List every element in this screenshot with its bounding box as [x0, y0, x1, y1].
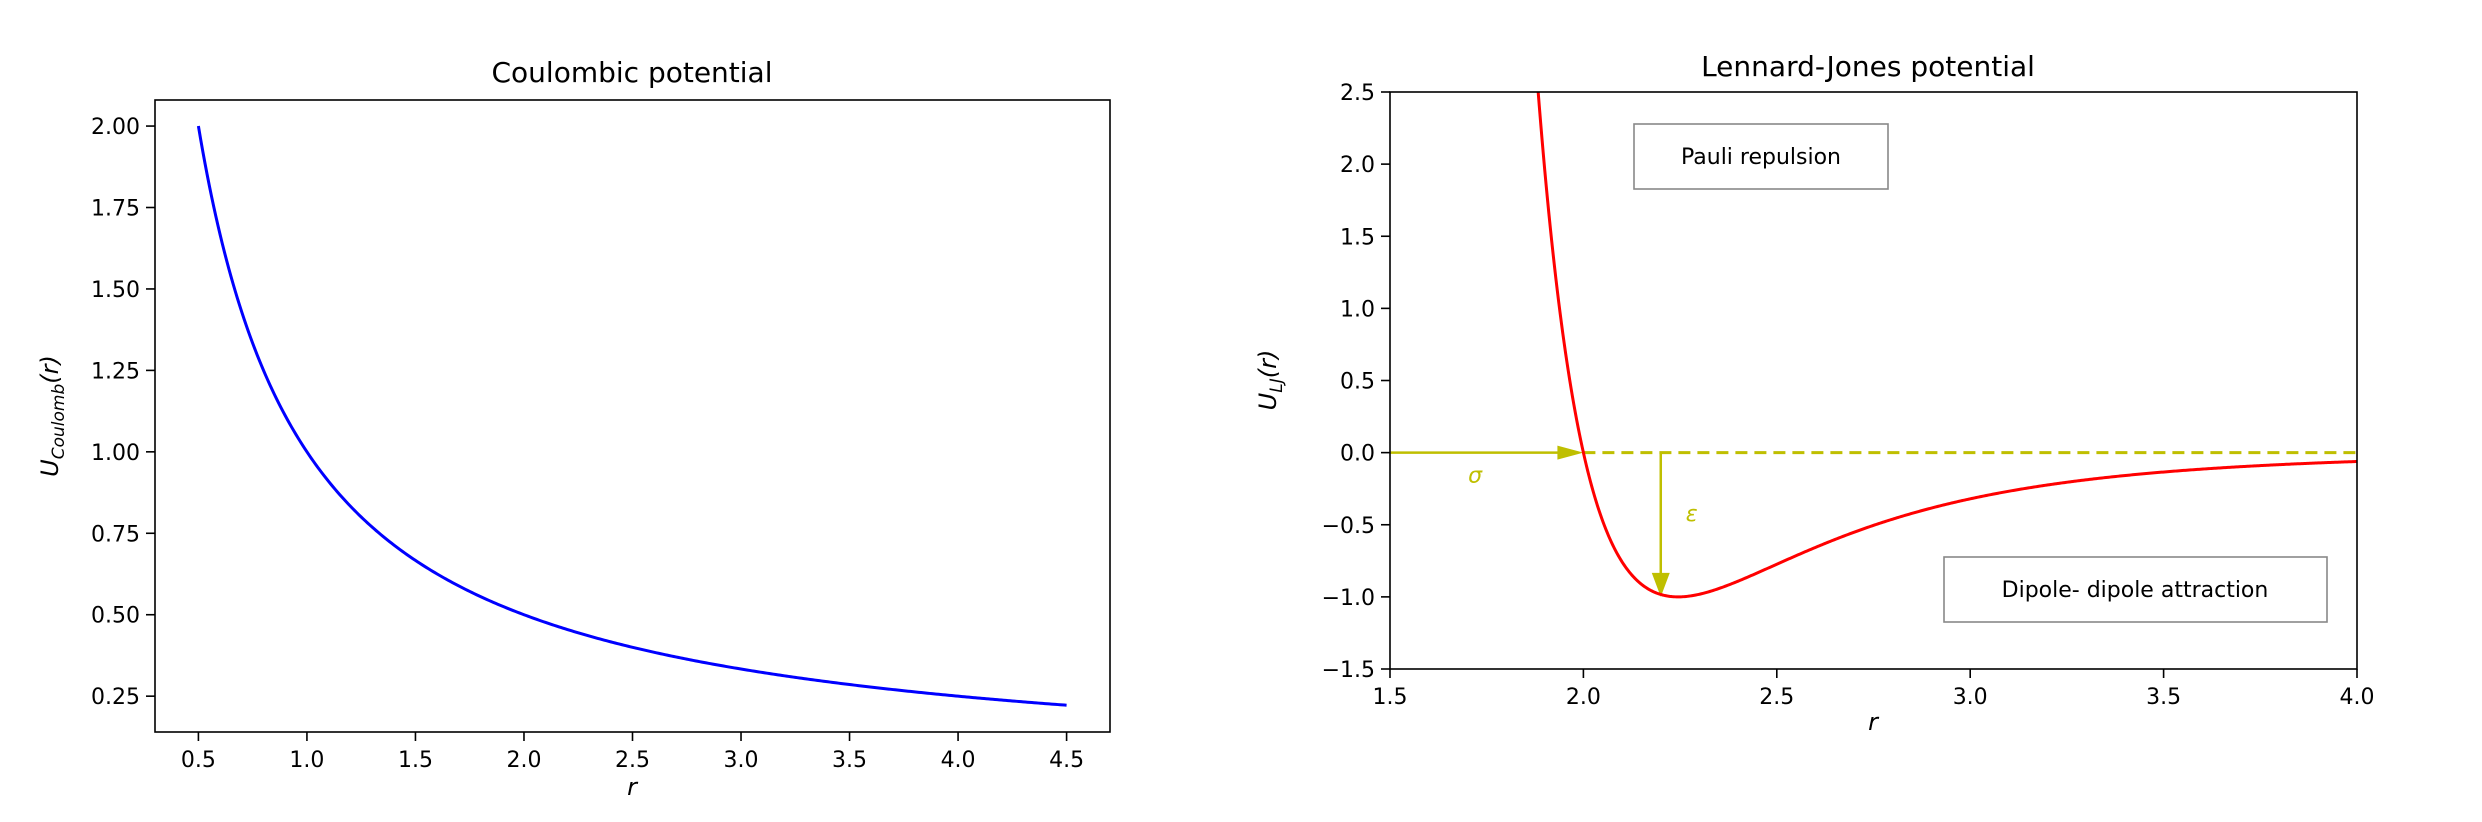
lj-curve — [1536, 92, 2357, 599]
x-tick-label: 4.5 — [1049, 748, 1084, 773]
y-tick-label: 0.5 — [1340, 370, 1375, 395]
coulomb-y-label: UCoulomb(r) — [36, 355, 69, 477]
y-tick-label: −1.0 — [1322, 586, 1375, 611]
x-tick-label: 2.5 — [1759, 685, 1794, 710]
y-tick-label: 1.0 — [1340, 297, 1375, 322]
lj-y-label: ULJ(r) — [1254, 350, 1287, 411]
y-tick-label: 1.75 — [91, 197, 140, 222]
pauli-box-text: Pauli repulsion — [1681, 145, 1841, 170]
coulomb-x-label: r — [627, 773, 639, 801]
y-tick-label: 2.5 — [1340, 81, 1375, 106]
x-tick-label: 1.0 — [289, 748, 324, 773]
coulomb-chart: Coulombic potential 0.5 1.0 1.5 2.0 2.5 3.0 3.… — [36, 56, 1111, 801]
dipole-box-text: Dipole- dipole attraction — [2002, 578, 2269, 603]
y-tick-label: 0.0 — [1340, 442, 1375, 467]
y-tick-label: 2.00 — [91, 115, 140, 140]
epsilon-label: ε — [1686, 502, 1698, 527]
sigma-arrow-head — [1557, 445, 1584, 460]
x-tick-label: 3.0 — [1953, 685, 1988, 710]
coulomb-plot-frame — [154, 99, 1111, 733]
y-tick-label: 1.00 — [91, 441, 140, 466]
coulomb-title: Coulombic potential — [491, 56, 772, 89]
lj-x-label: r — [1868, 708, 1880, 736]
x-tick-label: 4.0 — [2340, 685, 2375, 710]
lj-plot-frame — [1389, 91, 2358, 670]
x-tick-label: 3.5 — [832, 748, 867, 773]
y-tick-label: 0.25 — [91, 685, 140, 710]
y-tick-label: 1.50 — [91, 278, 140, 303]
lj-chart: Lennard-Jones potential 1.5 2.0 2.5 3.0 3.5 4… — [1254, 50, 2375, 736]
y-tick-label: 0.75 — [91, 522, 140, 547]
x-tick-label: 4.0 — [941, 748, 976, 773]
x-tick-label: 3.5 — [2146, 685, 2181, 710]
x-tick-label: 2.0 — [506, 748, 541, 773]
x-tick-label: 2.5 — [615, 748, 650, 773]
coulomb-curve — [196, 125, 1067, 707]
y-tick-label: −0.5 — [1322, 514, 1375, 539]
y-tick-label: 2.0 — [1340, 153, 1375, 178]
x-tick-label: 1.5 — [1373, 685, 1408, 710]
x-tick-label: 0.5 — [181, 748, 216, 773]
y-tick-label: 1.25 — [91, 359, 140, 384]
sigma-label: σ — [1468, 463, 1483, 488]
dipole-box — [1943, 556, 2328, 623]
y-tick-label: 0.50 — [91, 604, 140, 629]
x-tick-label: 2.0 — [1566, 685, 1601, 710]
lj-y-ticks: −1.5 −1.0 −0.5 0.0 0.5 1.0 1.5 2.0 2.5 — [1322, 81, 1390, 683]
pauli-box — [1633, 123, 1889, 190]
x-tick-label: 1.5 — [398, 748, 433, 773]
y-tick-label: 1.5 — [1340, 225, 1375, 250]
coulomb-y-ticks: 0.25 0.50 0.75 1.00 1.25 1.50 1.75 2.00 — [91, 115, 155, 710]
epsilon-arrow-head — [1651, 572, 1670, 597]
coulomb-x-ticks: 0.5 1.0 1.5 2.0 2.5 3.0 3.5 4.0 4.5 — [181, 732, 1084, 773]
x-tick-label: 3.0 — [724, 748, 759, 773]
lj-title: Lennard-Jones potential — [1701, 50, 2035, 83]
lj-x-ticks: 1.5 2.0 2.5 3.0 3.5 4.0 — [1373, 669, 2375, 710]
y-tick-label: −1.5 — [1322, 658, 1375, 683]
